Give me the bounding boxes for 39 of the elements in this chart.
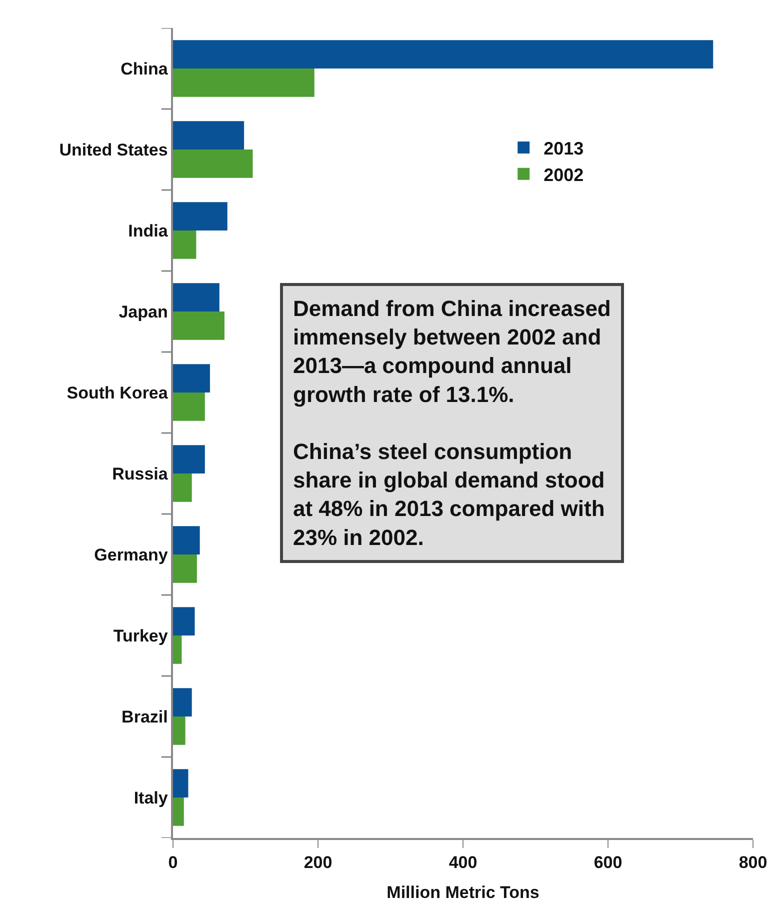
bar (173, 769, 188, 798)
bar (173, 688, 192, 716)
x-tick-label: 200 (304, 853, 332, 872)
legend-label: 2013 (544, 138, 584, 158)
bar (173, 202, 228, 230)
y-tick-label: United States (59, 140, 168, 160)
y-tick-label: China (120, 59, 168, 78)
y-tick-label: India (128, 221, 168, 240)
x-tick-label: 800 (738, 853, 768, 872)
bar (173, 40, 714, 68)
y-tick-label: Brazil (122, 707, 168, 726)
bar (173, 312, 224, 340)
x-tick-label: 0 (168, 853, 178, 872)
bar (173, 150, 253, 178)
bar (173, 445, 205, 474)
bar (173, 636, 182, 664)
text: Demand from China increased immensely between 2002 and 2013—a compound annual growth rate of 13.1%. China’s steel consumption share in global demand stood at 48% in 2013 compared with 23% in 2002. (293, 296, 611, 550)
legend-label: 2002 (544, 164, 584, 185)
y-tick-label: Italy (134, 788, 168, 808)
bar (173, 716, 186, 745)
bar (173, 474, 192, 502)
bar (173, 230, 196, 259)
bar (173, 526, 200, 554)
y-tick-label: Germany (94, 545, 168, 564)
x-tick-label: 400 (448, 853, 478, 872)
bar (173, 68, 314, 97)
y-tick-label: Japan (118, 302, 168, 322)
bar (173, 364, 210, 392)
bar (173, 554, 197, 583)
bar (173, 283, 220, 312)
bar (173, 121, 244, 150)
y-tick-label: South Korea (66, 383, 168, 402)
bar (173, 392, 205, 421)
bar (173, 798, 184, 826)
y-tick-label: Russia (112, 464, 168, 484)
y-tick-label: Turkey (113, 626, 168, 646)
bar (173, 607, 195, 636)
x-axis-title: Million Metric Tons (386, 883, 540, 902)
x-tick-label: 600 (594, 853, 622, 872)
